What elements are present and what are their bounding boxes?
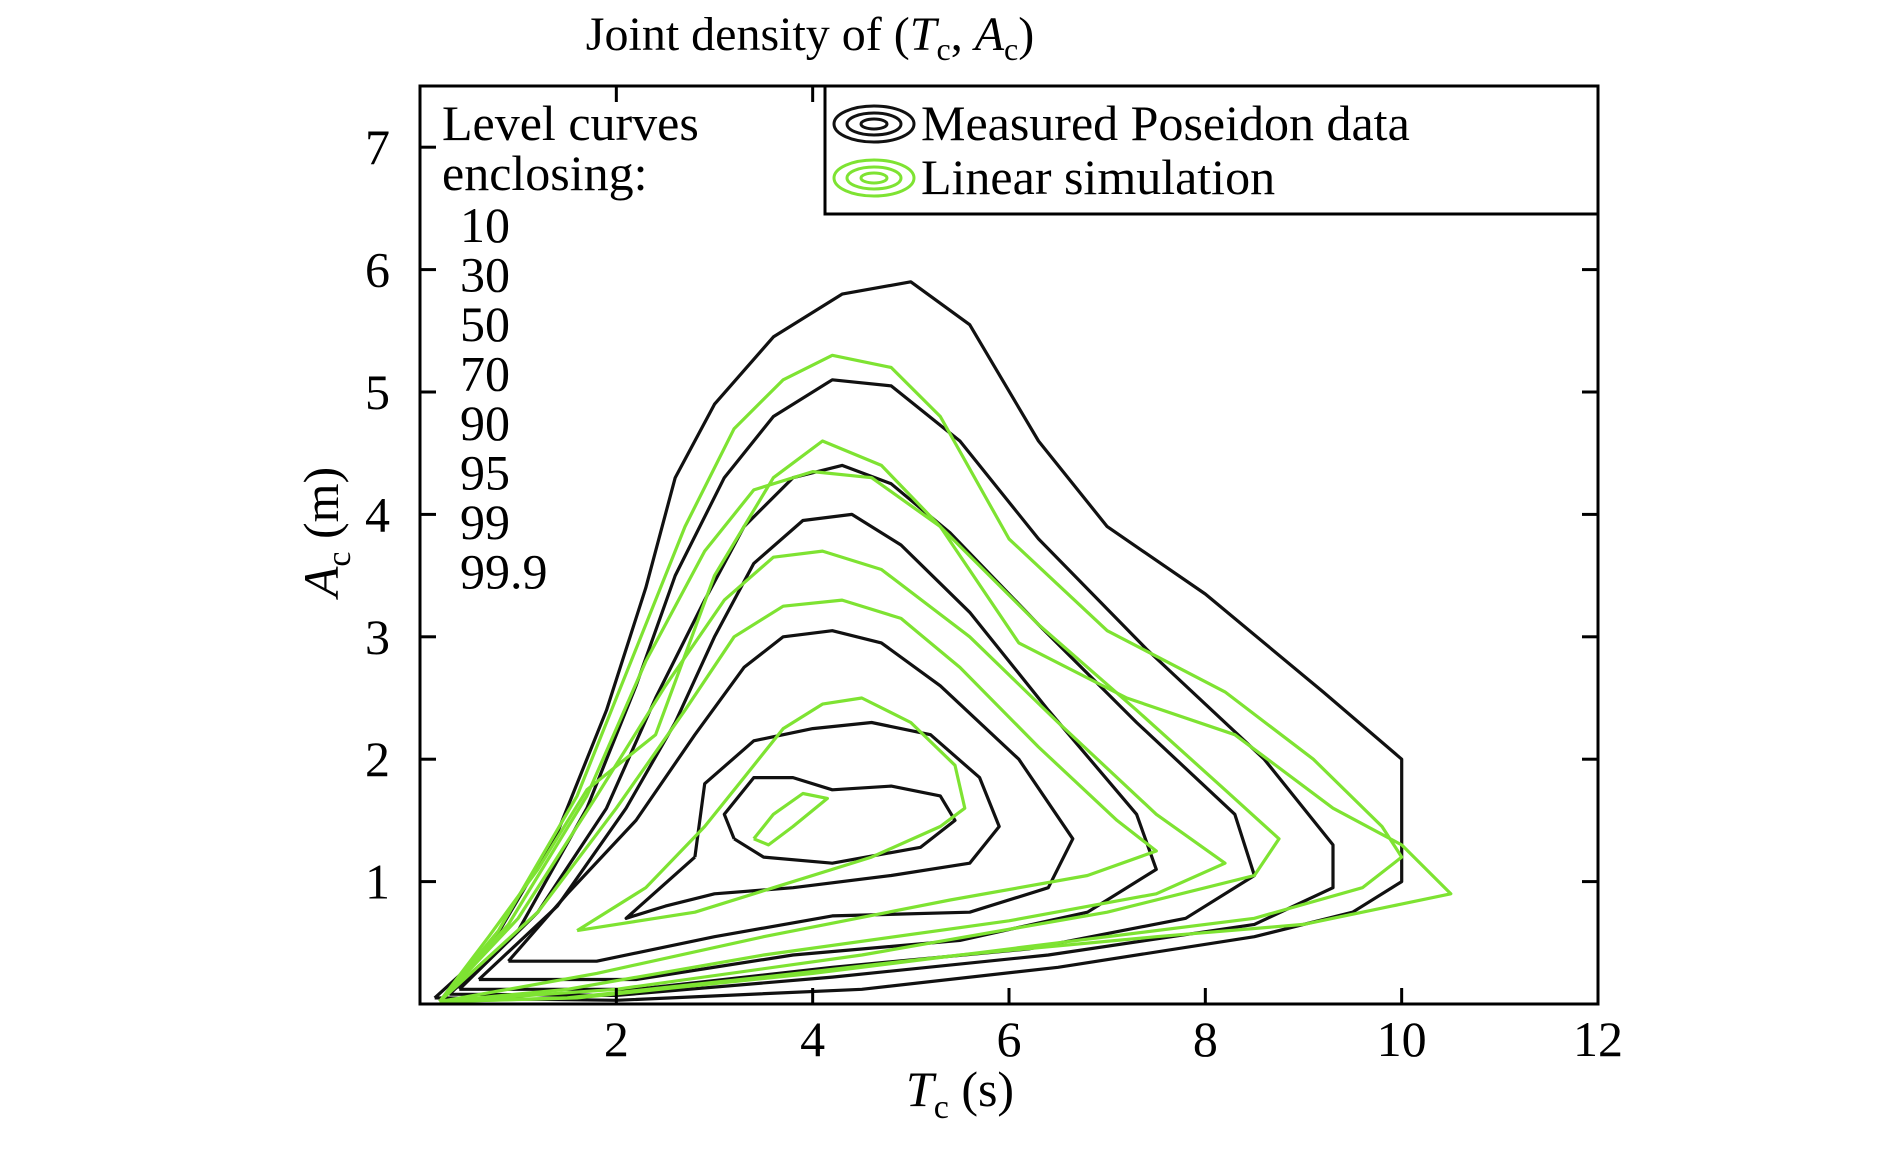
- simulation-contour-95: [438, 353, 1404, 1004]
- level-caption: Level curves enclosing:: [442, 95, 699, 201]
- level-value: 70: [460, 346, 510, 402]
- x-axis-label: Tc (s): [906, 1061, 1014, 1126]
- level-caption-line-2: enclosing:: [442, 145, 648, 201]
- level-caption-line-1: Level curves: [442, 95, 699, 151]
- x-tick-label: 10: [1377, 1011, 1427, 1067]
- legend: Measured Poseidon data Linear simulation: [823, 84, 1600, 216]
- measured-contour-30: [624, 720, 1001, 920]
- plot-area: [433, 280, 1453, 1004]
- legend-label-measured: Measured Poseidon data: [921, 95, 1410, 151]
- simulation-contour-50: [438, 598, 1158, 1004]
- level-value: 50: [460, 296, 510, 352]
- level-value: 90: [460, 395, 510, 451]
- y-tick-label: 2: [365, 731, 390, 787]
- simulation-contour-10: [752, 791, 829, 847]
- legend-icon-measured: [832, 104, 916, 144]
- level-value: 99.9: [460, 544, 548, 600]
- y-tick-label: 5: [365, 364, 390, 420]
- x-tick-label: 2: [604, 1011, 629, 1067]
- chart-title: Joint density of (Tc, Ac): [586, 8, 1034, 67]
- measured-contour-95: [448, 378, 1335, 997]
- simulation-contour-99: [438, 439, 1453, 1004]
- x-tick-label: 4: [800, 1011, 825, 1067]
- legend-label-simulation: Linear simulation: [921, 149, 1275, 205]
- y-tick-label: 3: [365, 609, 390, 665]
- measured-contour-10: [722, 776, 957, 865]
- y-tick-label: 4: [365, 486, 390, 542]
- y-tick-label: 7: [365, 119, 390, 175]
- level-value: 99: [460, 494, 510, 550]
- x-tick-label: 12: [1573, 1011, 1623, 1067]
- measured-contour-99: [433, 280, 1404, 1002]
- y-tick-label: 1: [365, 854, 390, 910]
- simulation-contour-30: [576, 696, 967, 933]
- legend-icon-simulation: [832, 158, 916, 198]
- measured-contour-50: [507, 629, 1075, 963]
- simulation-contour-90: [438, 470, 1281, 1004]
- level-value: 95: [460, 445, 510, 501]
- y-axis-label: Ac (m): [293, 467, 358, 600]
- y-tick-label: 6: [365, 242, 390, 298]
- legend-box: [823, 84, 1600, 216]
- level-value: 10: [460, 197, 510, 253]
- x-tick-label: 8: [1193, 1011, 1218, 1067]
- simulation-contour-70: [438, 549, 1227, 1004]
- x-tick-label: 6: [997, 1011, 1022, 1067]
- measured-contour-70: [477, 512, 1158, 982]
- level-value: 30: [460, 247, 510, 303]
